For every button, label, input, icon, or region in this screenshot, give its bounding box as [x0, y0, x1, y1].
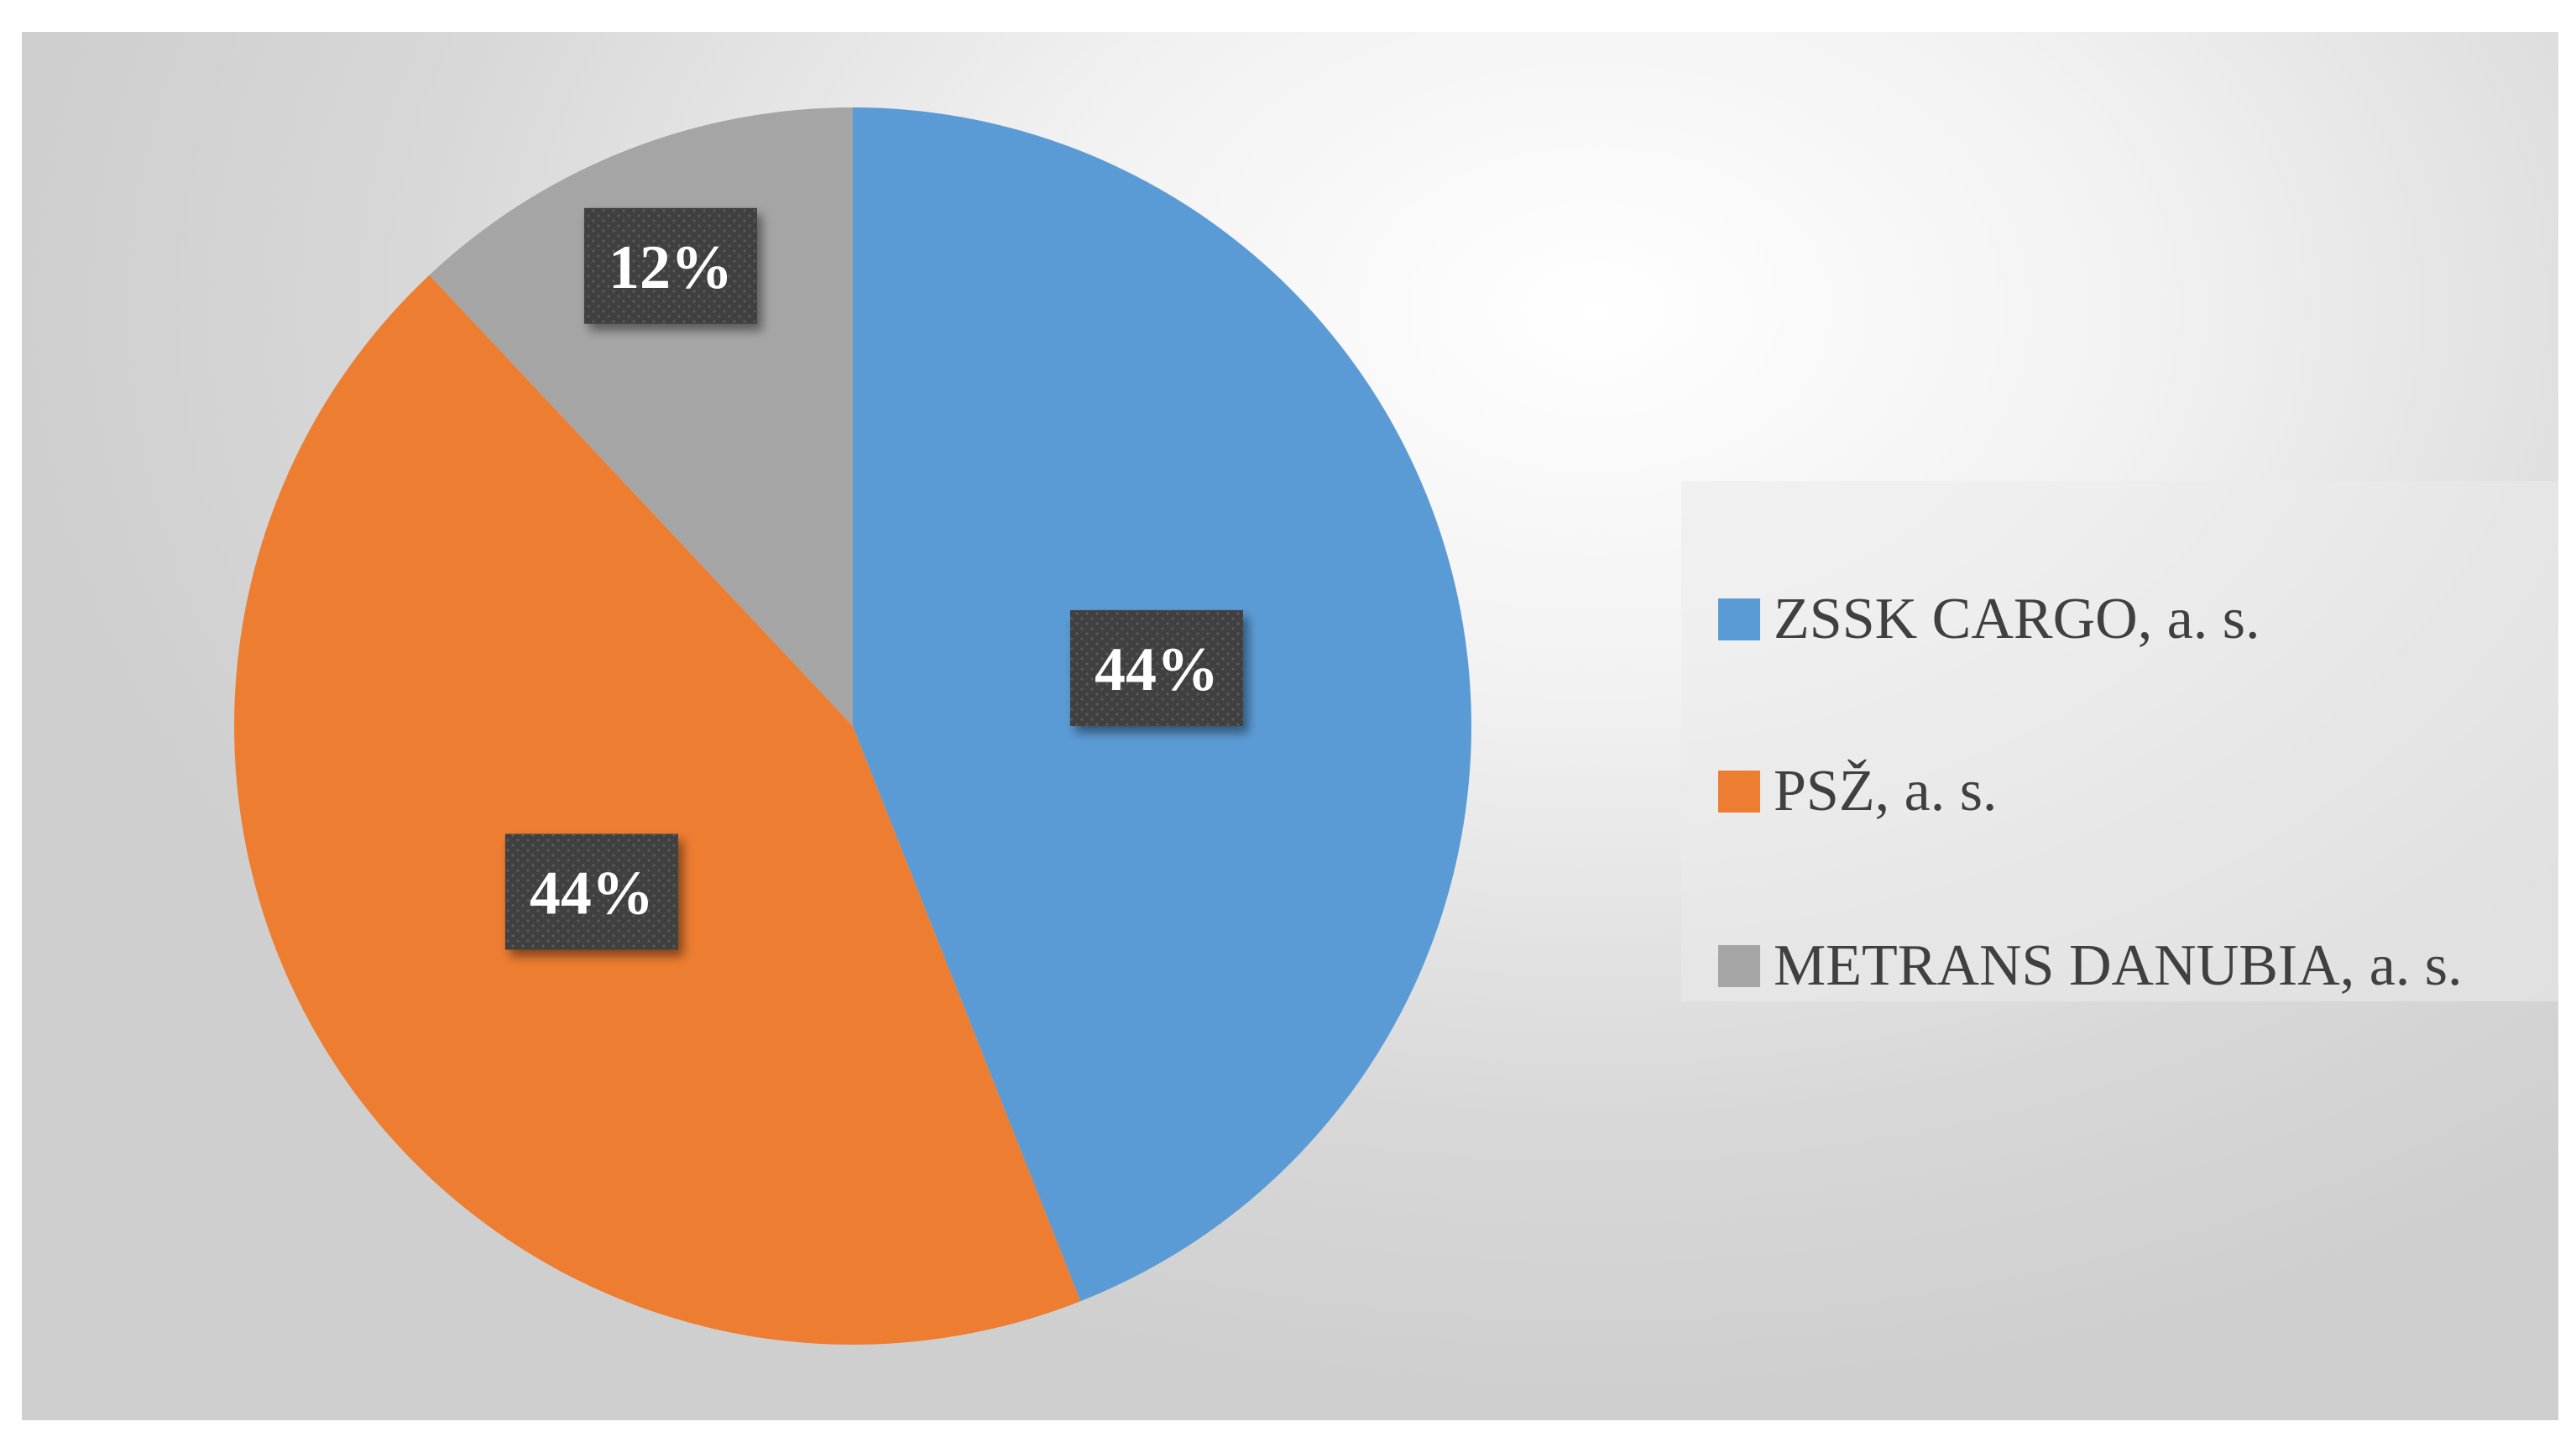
legend-label-metrans-danubia: METRANS DANUBIA, a. s.	[1774, 933, 2463, 998]
legend-label-psz: PSŽ, a. s.	[1774, 759, 1998, 823]
pie-chart: 44% 44% 12%	[233, 107, 1472, 1346]
legend-item-zssk-cargo: ZSSK CARGO, a. s.	[1718, 582, 2260, 657]
data-label-zssk-cargo: 44%	[1069, 609, 1243, 726]
legend-item-metrans-danubia: METRANS DANUBIA, a. s.	[1718, 928, 2463, 1004]
legend-item-psz: PSŽ, a. s.	[1718, 754, 1997, 829]
data-label-box	[1069, 609, 1243, 726]
data-label-text: 44%	[530, 859, 654, 928]
legend-label-zssk-cargo: ZSSK CARGO, a. s.	[1774, 587, 2260, 651]
legend: ZSSK CARGO, a. s. PSŽ, a. s. METRANS DAN…	[1681, 481, 2558, 1001]
legend-swatch-psz	[1718, 771, 1760, 813]
data-label-text: 12%	[609, 233, 733, 302]
data-label-text: 44%	[1095, 635, 1219, 704]
data-label-psz: 44%	[504, 833, 678, 950]
legend-swatch-zssk-cargo	[1718, 598, 1760, 640]
legend-swatch-metrans-danubia	[1718, 945, 1760, 987]
data-label-box	[504, 833, 678, 950]
pie-data-labels: 44% 44% 12%	[504, 207, 1243, 950]
pie-slice-psz	[233, 274, 1081, 1346]
pie-slices	[233, 107, 1472, 1346]
data-label-box	[583, 207, 757, 324]
data-label-metrans-danubia: 12%	[583, 207, 757, 324]
chart-area: 44% 44% 12% ZSSK CARGO, a. s. PSŽ, a. s. M…	[22, 32, 2558, 1420]
